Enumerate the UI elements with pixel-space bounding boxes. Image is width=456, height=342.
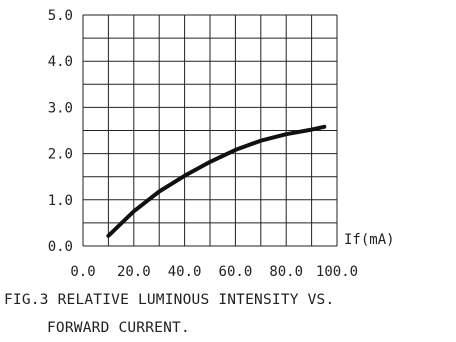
y-tick-label: 3.0 <box>48 100 73 116</box>
figure-caption: FIG.3 RELATIVE LUMINOUS INTENSITY VS. FO… <box>0 286 456 342</box>
tick-labels: 0.0 1.0 2.0 3.0 4.0 5.0 0.0 20.0 40.0 60.0 80.0 100… <box>48 8 358 280</box>
y-tick-label: 5.0 <box>48 8 73 24</box>
y-tick-label: 1.0 <box>48 193 73 209</box>
x-tick-label: 60.0 <box>219 264 253 280</box>
series-line <box>106 124 327 238</box>
x-tick-label: 40.0 <box>168 264 202 280</box>
x-tick-label: 80.0 <box>269 264 303 280</box>
y-tick-label: 2.0 <box>48 147 73 163</box>
caption-line-1: FIG.3 RELATIVE LUMINOUS INTENSITY VS. <box>4 292 335 308</box>
x-axis-label: If(mA) <box>344 232 395 248</box>
x-tick-label: 20.0 <box>117 264 151 280</box>
x-tick-label: 100.0 <box>316 264 358 280</box>
y-tick-label: 0.0 <box>48 239 73 255</box>
y-tick-label: 4.0 <box>48 54 73 70</box>
grid <box>82 14 338 247</box>
series-group <box>106 124 327 238</box>
caption-line-2: FORWARD CURRENT. <box>47 320 190 336</box>
x-tick-label: 0.0 <box>70 264 95 280</box>
